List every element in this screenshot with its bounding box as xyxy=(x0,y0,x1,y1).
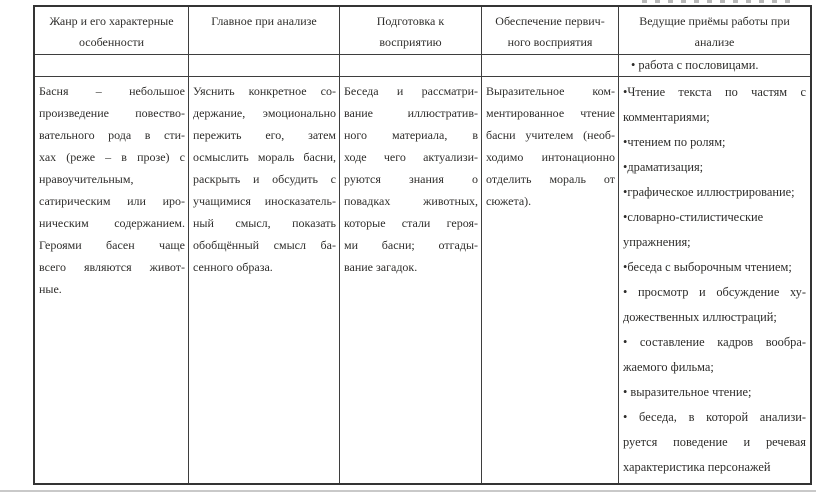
header-genre: Жанр и его характерные особенности xyxy=(35,7,189,55)
subrow-perception-empty xyxy=(482,55,619,77)
cropped-text-fragment xyxy=(642,0,792,3)
subrow-analysis-empty xyxy=(189,55,340,77)
header-analysis: Главное при анализе xyxy=(189,7,340,55)
viewport-bottom-edge xyxy=(0,490,816,492)
cell-analysis-main: Уяснить конкретное со-держание, эмоциона… xyxy=(189,77,340,483)
cell-preparation: Беседа и рассматри-вание иллюстратив-ног… xyxy=(340,77,482,483)
subrow-genre-empty xyxy=(35,55,189,77)
cell-perception: Выразительное ком-ментированное чтение ба… xyxy=(482,77,619,483)
cell-genre-definition: Басня – небольшое произведение повество-в… xyxy=(35,77,189,483)
subrow-preparation-empty xyxy=(340,55,482,77)
header-preparation: Подготовка к восприятию xyxy=(340,7,482,55)
subrow-methods-note: • работа с пословицами. xyxy=(619,55,810,77)
fable-analysis-table: Жанр и его характерные особенности Главн… xyxy=(33,5,812,485)
cell-methods-list: •Чтение текста по частям с комментариями;… xyxy=(623,85,806,474)
header-methods: Ведущие приёмы работы при анализе xyxy=(619,7,810,55)
header-perception: Обеспечение первич- ного восприятия xyxy=(482,7,619,55)
